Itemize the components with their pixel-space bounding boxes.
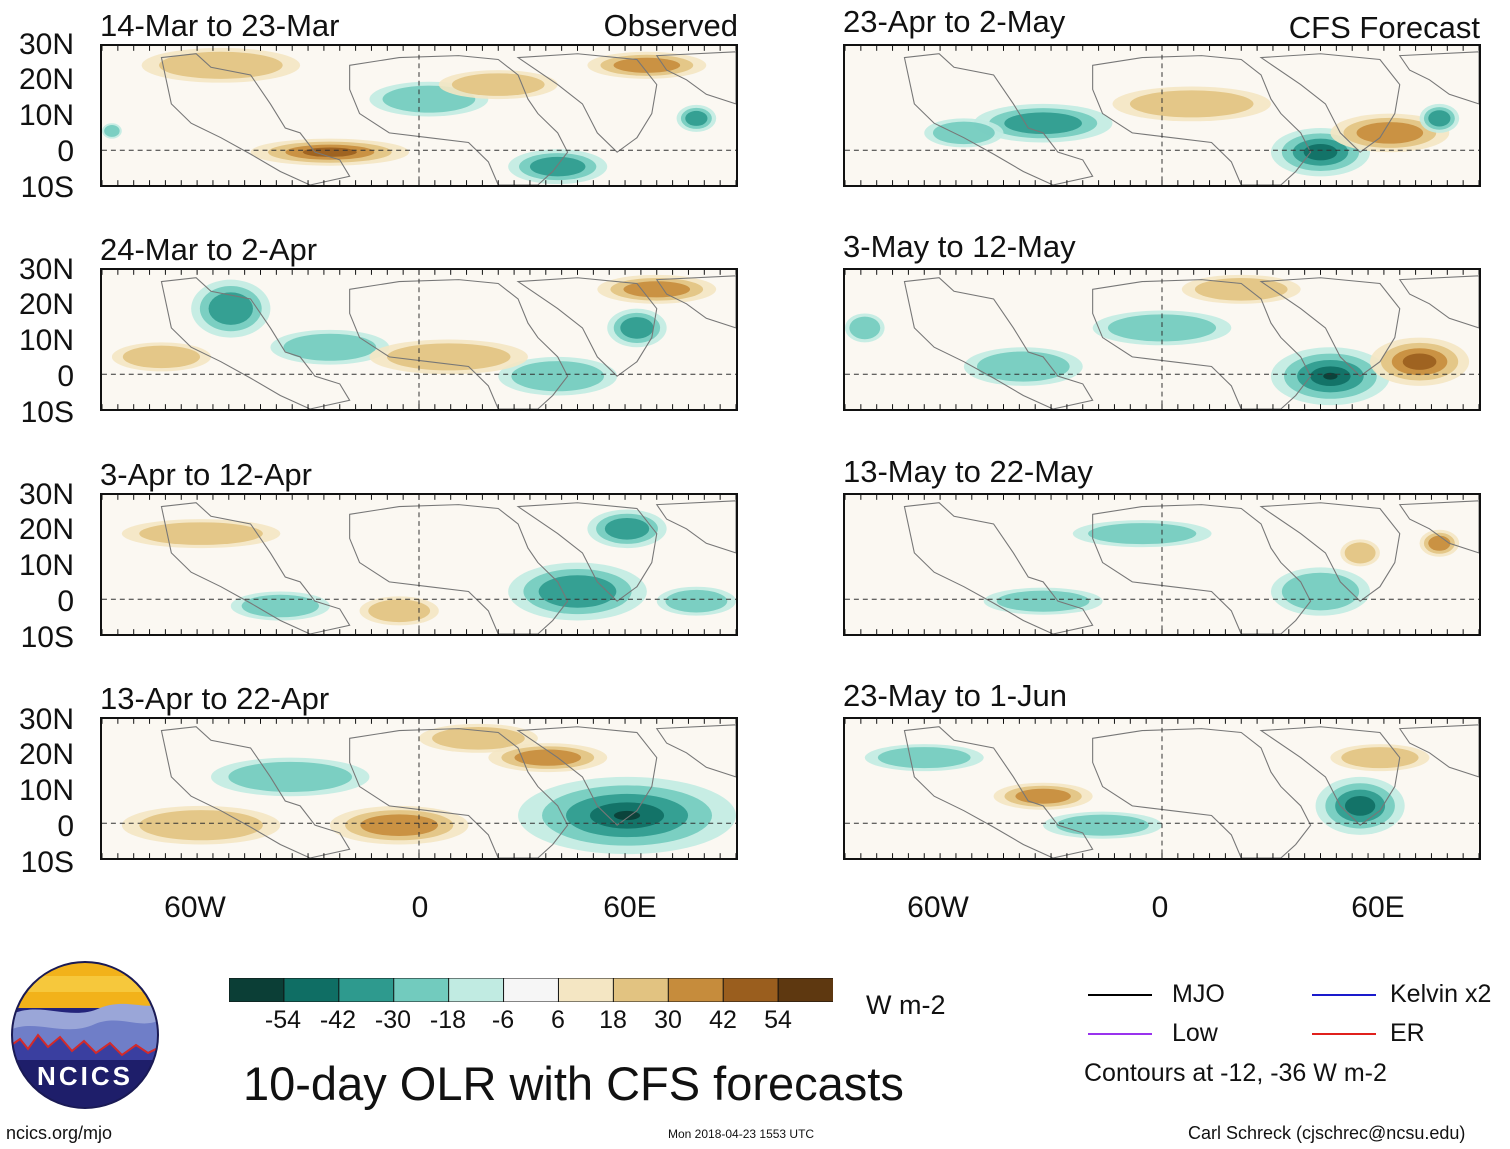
olr-map-graphic	[845, 270, 1479, 409]
cfs-forecast-label: CFS Forecast	[1288, 10, 1480, 45]
colorbar-swatch	[228, 977, 285, 1003]
colorbar-swatch	[393, 977, 450, 1003]
footer-url[interactable]: ncics.org/mjo	[6, 1123, 113, 1143]
lat-label: 0	[57, 585, 74, 618]
colorbar-tick-label: -54	[264, 1006, 302, 1034]
colorbar-swatch	[612, 977, 670, 1003]
ncics-logo-graphic	[11, 961, 159, 1109]
olr-map-graphic	[845, 495, 1479, 634]
lat-label: 0	[57, 810, 74, 843]
legend-swatch-er	[1312, 1033, 1376, 1035]
colorbar-tick-label: 30	[654, 1006, 682, 1034]
lat-label: 10S	[20, 846, 74, 879]
footer-credit: Carl Schreck (cjschrec@ncsu.edu)	[1188, 1123, 1466, 1143]
olr-map-graphic	[102, 270, 736, 409]
lat-label: 30N	[18, 703, 74, 736]
colorbar-swatch	[722, 977, 780, 1003]
lat-label: 20N	[18, 288, 74, 321]
lat-label: 30N	[18, 478, 74, 511]
panel-title: 3-May to 12-May	[843, 229, 1076, 264]
colorbar-swatch	[667, 977, 725, 1003]
colorbar-tick-label: -18	[429, 1006, 467, 1034]
panel-title: 13-May to 22-May	[843, 454, 1093, 489]
lat-label: 20N	[18, 63, 74, 96]
lat-label: 0	[57, 360, 74, 393]
colorbar-unit: W m-2	[866, 990, 946, 1020]
panel-title: 3-Apr to 12-Apr	[100, 457, 312, 492]
olr-map-panel	[843, 493, 1481, 636]
legend-swatch-mjo	[1088, 994, 1152, 996]
colorbar-tick-label: 42	[709, 1006, 737, 1034]
olr-map-graphic	[845, 719, 1479, 858]
colorbar-swatches	[228, 977, 835, 1003]
legend-label-mjo: MJO	[1172, 980, 1225, 1008]
lat-label: 10N	[18, 774, 74, 807]
colorbar-tick-label: 54	[764, 1006, 792, 1034]
footer-timestamp: Mon 2018-04-23 1553 UTC	[668, 1127, 815, 1141]
colorbar-tick-label: 6	[551, 1006, 565, 1034]
legend-label-kelvin: Kelvin x2	[1390, 980, 1492, 1008]
olr-map-panel	[843, 717, 1481, 860]
figure-title: 10-day OLR with CFS forecasts	[243, 1057, 904, 1110]
colorbar-tick-label: -30	[374, 1006, 412, 1034]
lat-label: 0	[57, 135, 74, 168]
olr-map-graphic	[102, 46, 736, 185]
panel-title: 23-Apr to 2-May	[843, 4, 1066, 39]
lon-label: 60E	[603, 891, 657, 924]
olr-map-graphic	[102, 495, 736, 634]
legend-swatch-kelvin	[1312, 994, 1376, 996]
colorbar-swatch	[338, 977, 395, 1003]
olr-map-panel	[100, 717, 738, 860]
panel-title: 23-May to 1-Jun	[843, 678, 1067, 713]
olr-map-graphic	[845, 46, 1479, 185]
legend-swatch-low	[1088, 1033, 1152, 1035]
logo-text: NCICS	[37, 1061, 133, 1091]
lon-label: 0	[411, 891, 429, 924]
colorbar-tick-label: -42	[319, 1006, 357, 1034]
colorbar	[228, 977, 835, 1003]
lat-label: 10S	[20, 396, 74, 429]
olr-map-panel	[843, 44, 1481, 187]
lat-label: 10S	[20, 171, 74, 204]
lat-label: 20N	[18, 513, 74, 546]
panel-title: 13-Apr to 22-Apr	[100, 681, 330, 716]
lat-label: 10N	[18, 99, 74, 132]
ncics-logo: NCICS	[10, 960, 160, 1110]
olr-map-panel	[100, 268, 738, 411]
lat-label: 30N	[18, 253, 74, 286]
lon-label: 0	[1151, 891, 1169, 924]
colorbar-swatch	[448, 977, 505, 1003]
observed-label: Observed	[603, 8, 738, 43]
lat-label: 30N	[18, 28, 74, 61]
colorbar-swatch	[777, 977, 835, 1003]
contour-note: Contours at -12, -36 W m-2	[1084, 1059, 1387, 1087]
lat-label: 20N	[18, 738, 74, 771]
lon-label: 60E	[1351, 891, 1405, 924]
olr-map-panel	[843, 268, 1481, 411]
panel-title: 14-Mar to 23-Mar	[100, 8, 340, 43]
lat-label: 10N	[18, 324, 74, 357]
colorbar-swatch	[557, 977, 615, 1003]
lat-label: 10S	[20, 621, 74, 654]
colorbar-tick-label: 18	[599, 1006, 627, 1034]
olr-map-panel	[100, 44, 738, 187]
olr-map-graphic	[102, 719, 736, 858]
legend-label-er: ER	[1390, 1019, 1425, 1047]
colorbar-swatch	[283, 977, 340, 1003]
olr-map-panel	[100, 493, 738, 636]
lat-label: 10N	[18, 549, 74, 582]
legend-label-low: Low	[1172, 1019, 1218, 1047]
panel-title: 24-Mar to 2-Apr	[100, 232, 318, 267]
lon-label: 60W	[907, 891, 969, 924]
colorbar-tick-label: -6	[491, 1006, 515, 1034]
lon-label: 60W	[164, 891, 226, 924]
colorbar-swatch	[503, 977, 560, 1003]
